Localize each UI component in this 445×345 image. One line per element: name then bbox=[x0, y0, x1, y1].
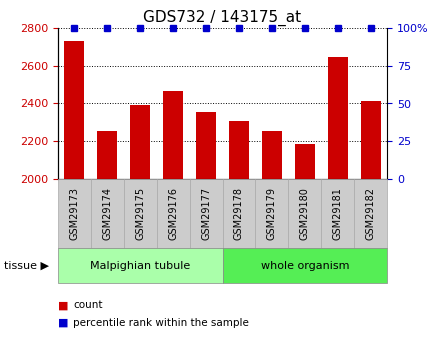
Text: ■: ■ bbox=[58, 318, 69, 327]
Text: whole organism: whole organism bbox=[261, 261, 349, 270]
Text: GSM29177: GSM29177 bbox=[201, 187, 211, 240]
Bar bbox=[130, 106, 150, 345]
Text: GSM29173: GSM29173 bbox=[69, 187, 79, 240]
Title: GDS732 / 143175_at: GDS732 / 143175_at bbox=[143, 10, 302, 26]
Bar bbox=[295, 144, 315, 345]
Bar bbox=[163, 91, 183, 345]
Bar bbox=[361, 101, 380, 345]
Text: GSM29181: GSM29181 bbox=[333, 187, 343, 240]
Text: GSM29178: GSM29178 bbox=[234, 187, 244, 240]
Text: percentile rank within the sample: percentile rank within the sample bbox=[73, 318, 249, 327]
Text: GSM29180: GSM29180 bbox=[300, 187, 310, 240]
Text: GSM29179: GSM29179 bbox=[267, 187, 277, 240]
Bar bbox=[196, 112, 216, 345]
Text: GSM29176: GSM29176 bbox=[168, 187, 178, 240]
Bar bbox=[65, 41, 84, 345]
Text: ■: ■ bbox=[58, 300, 69, 310]
Text: GSM29175: GSM29175 bbox=[135, 187, 145, 240]
Text: count: count bbox=[73, 300, 103, 310]
Bar bbox=[97, 131, 117, 345]
Text: GSM29174: GSM29174 bbox=[102, 187, 112, 240]
Text: tissue ▶: tissue ▶ bbox=[4, 261, 49, 270]
Text: GSM29182: GSM29182 bbox=[366, 187, 376, 240]
Bar bbox=[328, 57, 348, 345]
Text: Malpighian tubule: Malpighian tubule bbox=[90, 261, 190, 270]
Bar bbox=[229, 121, 249, 345]
Bar bbox=[262, 131, 282, 345]
